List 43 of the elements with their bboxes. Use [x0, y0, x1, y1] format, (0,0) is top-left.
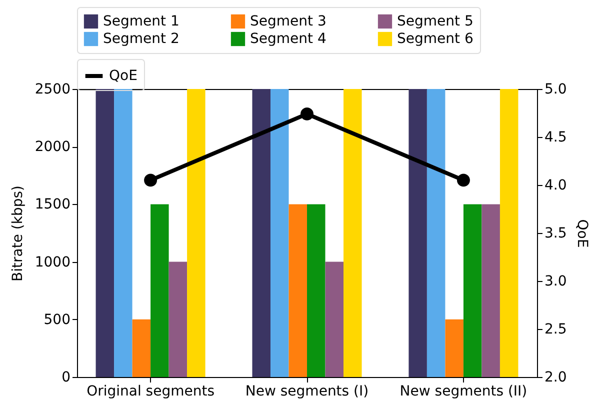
bar: [344, 89, 362, 377]
x-tick-label: New segments (I): [245, 384, 369, 400]
bar: [114, 89, 132, 377]
bar: [168, 262, 188, 377]
x-tick-label: Original segments: [86, 384, 215, 400]
bar: [325, 262, 344, 377]
bar: [288, 204, 307, 377]
bar: [408, 89, 427, 377]
y2-tick-label: 4.0: [544, 178, 567, 194]
y2-tick-label: 2.5: [544, 322, 567, 338]
y-tick-label: 0: [62, 370, 70, 386]
bar: [426, 89, 446, 377]
bar: [307, 204, 326, 377]
bar: [96, 89, 114, 377]
bar: [187, 89, 206, 377]
y2-tick-label: 4.5: [544, 130, 567, 146]
legend-label: Segment 2: [103, 31, 180, 47]
y2-tick-label: 3.0: [544, 274, 567, 290]
x-tick-label: New segments (II): [400, 384, 528, 400]
y-tick-label: 500: [44, 312, 70, 328]
bar: [445, 319, 464, 377]
bar: [270, 89, 289, 377]
y2-axis-title: QoE: [574, 219, 590, 248]
legend-label: Segment 1: [103, 13, 180, 30]
bar: [463, 204, 482, 377]
y2-tick-label: 2.0: [544, 370, 567, 386]
bar: [482, 204, 500, 377]
y-tick-label: 2500: [34, 82, 70, 98]
legend-label: Segment 6: [397, 31, 474, 47]
legend-label: Segment 5: [397, 13, 474, 30]
bar: [500, 89, 518, 377]
y-axis-title: Bitrate (kbps): [10, 186, 26, 282]
y-tick-label: 1000: [34, 254, 70, 270]
legend-label: QoE: [109, 68, 138, 84]
bar: [150, 204, 169, 377]
y2-tick-label: 3.5: [544, 226, 567, 242]
y-tick-label: 1500: [34, 196, 70, 213]
y2-tick-label: 5.0: [544, 82, 567, 98]
y-tick-label: 2000: [34, 139, 70, 156]
legend-label: Segment 3: [250, 13, 326, 30]
bar: [132, 319, 151, 377]
legend-label: Segment 4: [250, 31, 326, 47]
bar: [252, 89, 270, 377]
